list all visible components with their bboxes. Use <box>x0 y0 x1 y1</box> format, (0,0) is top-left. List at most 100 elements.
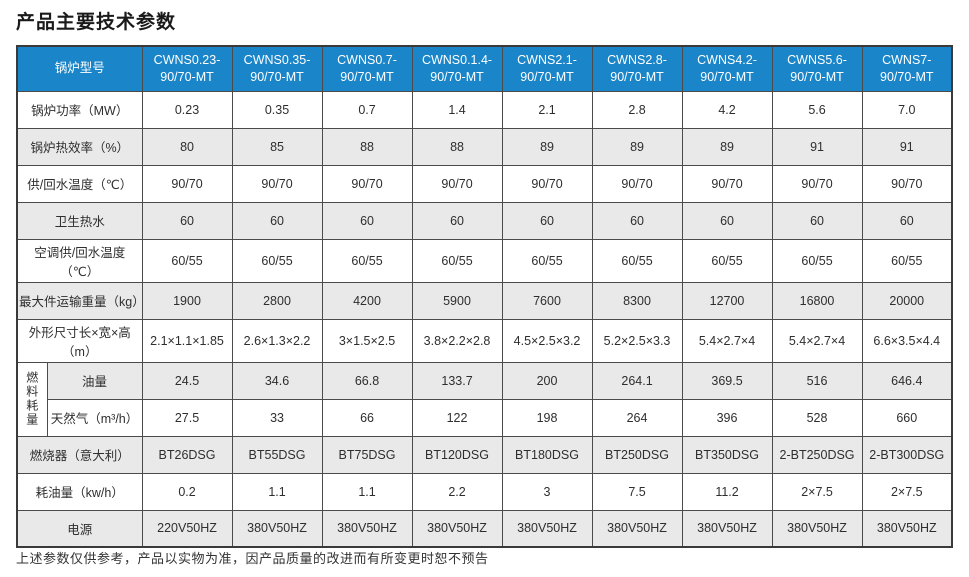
value-cell: 66.8 <box>321 361 413 400</box>
value-cell: 60 <box>681 201 773 240</box>
value-cell: 60/55 <box>771 238 863 283</box>
value-cell: 380V50HZ <box>411 509 503 548</box>
value-cell: 90/70 <box>141 164 233 203</box>
value-cell: 90/70 <box>591 164 683 203</box>
row-label-cell: 锅炉功率（MW） <box>16 90 143 129</box>
value-cell: 122 <box>411 398 503 437</box>
row-label-cell: 耗油量（kw/h） <box>16 472 143 511</box>
value-cell: 60 <box>411 201 503 240</box>
value-cell: 5.6 <box>771 90 863 129</box>
value-cell: 2.6×1.3×2.2 <box>231 318 323 363</box>
value-cell: 24.5 <box>141 361 233 400</box>
value-cell: 20000 <box>861 281 953 320</box>
disclaimer-note: 上述参数仅供参考，产品以实物为准，因产品质量的改进而有所变更时恕不预告 <box>16 551 489 566</box>
value-cell: 264 <box>591 398 683 437</box>
model-header-cell: CWNS0.1.4- 90/70-MT <box>411 45 503 92</box>
value-cell: 2.2 <box>411 472 503 511</box>
value-cell: BT120DSG <box>411 435 503 474</box>
row-label-cell: 卫生热水 <box>16 201 143 240</box>
value-cell: 85 <box>231 127 323 166</box>
value-cell: 66 <box>321 398 413 437</box>
value-cell: 200 <box>501 361 593 400</box>
value-cell: 88 <box>411 127 503 166</box>
model-header-cell: CWNS2.1- 90/70-MT <box>501 45 593 92</box>
value-cell: 380V50HZ <box>321 509 413 548</box>
value-cell: 91 <box>771 127 863 166</box>
value-cell: 90/70 <box>321 164 413 203</box>
value-cell: 380V50HZ <box>681 509 773 548</box>
value-cell: 90/70 <box>411 164 503 203</box>
table-row: 空调供/回水温度（℃） 60/55 60/55 60/55 60/55 60/55 60/5… <box>16 238 953 283</box>
model-header-cell: CWNS7- 90/70-MT <box>861 45 953 92</box>
page-title: 产品主要技术参数 <box>16 12 177 33</box>
table-row: 锅炉功率（MW） 0.23 0.35 0.7 1.4 2.1 2.8 4.2 5.6 7.0 <box>16 90 953 129</box>
value-cell: 2-BT300DSG <box>861 435 953 474</box>
fuel-consumption-group-label: 燃料耗量 <box>16 361 48 437</box>
row-label-cell: 外形尺寸长×宽×高（m） <box>16 318 143 363</box>
value-cell: 5.4×2.7×4 <box>771 318 863 363</box>
table-row: 最大件运输重量（kg） 1900 2800 4200 5900 7600 8300 12700… <box>16 281 953 320</box>
value-cell: 646.4 <box>861 361 953 400</box>
value-cell: 8300 <box>591 281 683 320</box>
value-cell: 380V50HZ <box>861 509 953 548</box>
value-cell: 7600 <box>501 281 593 320</box>
corner-header-boiler-model: 锅炉型号 <box>16 45 143 92</box>
value-cell: 0.7 <box>321 90 413 129</box>
value-cell: BT55DSG <box>231 435 323 474</box>
value-cell: 4.2 <box>681 90 773 129</box>
table-row: 供/回水温度（℃） 90/70 90/70 90/70 90/70 90/70 90/70 9… <box>16 164 953 203</box>
value-cell: 380V50HZ <box>771 509 863 548</box>
value-cell: 27.5 <box>141 398 233 437</box>
value-cell: 4200 <box>321 281 413 320</box>
value-cell: 2×7.5 <box>771 472 863 511</box>
value-cell: 264.1 <box>591 361 683 400</box>
table-body: 锅炉功率（MW） 0.23 0.35 0.7 1.4 2.1 2.8 4.2 5.6 7.0 锅炉热… <box>16 90 953 548</box>
value-cell: 89 <box>501 127 593 166</box>
table-row: 电源 220V50HZ 380V50HZ 380V50HZ 380V50HZ 380V50… <box>16 509 953 548</box>
value-cell: 380V50HZ <box>501 509 593 548</box>
model-header-cell: CWNS0.7- 90/70-MT <box>321 45 413 92</box>
value-cell: 3.8×2.2×2.8 <box>411 318 503 363</box>
value-cell: 60 <box>141 201 233 240</box>
table-row: 锅炉热效率（%） 80 85 88 88 89 89 89 91 91 <box>16 127 953 166</box>
value-cell: 60/55 <box>591 238 683 283</box>
row-label-cell: 最大件运输重量（kg） <box>16 281 143 320</box>
value-cell: 60/55 <box>141 238 233 283</box>
model-header-cell: CWNS2.8- 90/70-MT <box>591 45 683 92</box>
value-cell: BT75DSG <box>321 435 413 474</box>
value-cell: 60/55 <box>231 238 323 283</box>
row-label-cell: 燃烧器（意大利） <box>16 435 143 474</box>
row-label-cell: 空调供/回水温度（℃） <box>16 238 143 283</box>
value-cell: 60 <box>321 201 413 240</box>
value-cell: 5.2×2.5×3.3 <box>591 318 683 363</box>
value-cell: 220V50HZ <box>141 509 233 548</box>
model-header-cell: CWNS4.2- 90/70-MT <box>681 45 773 92</box>
value-cell: 2.1×1.1×1.85 <box>141 318 233 363</box>
row-label-cell: 供/回水温度（℃） <box>16 164 143 203</box>
model-header-cell: CWNS5.6- 90/70-MT <box>771 45 863 92</box>
value-cell: 80 <box>141 127 233 166</box>
value-cell: 33 <box>231 398 323 437</box>
model-header-row: 锅炉型号 CWNS0.23- 90/70-MT CWNS0.35- 90/70-MT… <box>16 45 953 92</box>
value-cell: 90/70 <box>231 164 323 203</box>
value-cell: 60/55 <box>411 238 503 283</box>
value-cell: 6.6×3.5×4.4 <box>861 318 953 363</box>
value-cell: BT180DSG <box>501 435 593 474</box>
value-cell: 0.2 <box>141 472 233 511</box>
value-cell: 7.5 <box>591 472 683 511</box>
value-cell: 60 <box>501 201 593 240</box>
value-cell: 528 <box>771 398 863 437</box>
row-label-cell: 锅炉热效率（%） <box>16 127 143 166</box>
value-cell: 2-BT250DSG <box>771 435 863 474</box>
value-cell: 60/55 <box>321 238 413 283</box>
table-row: 燃烧器（意大利） BT26DSG BT55DSG BT75DSG BT120DSG BT1… <box>16 435 953 474</box>
value-cell: 60 <box>771 201 863 240</box>
row-label-cell: 电源 <box>16 509 143 548</box>
value-cell: 89 <box>591 127 683 166</box>
table-row: 耗油量（kw/h） 0.2 1.1 1.1 2.2 3 7.5 11.2 2×7.5 2×7.5 <box>16 472 953 511</box>
value-cell: 60/55 <box>861 238 953 283</box>
value-cell: 7.0 <box>861 90 953 129</box>
value-cell: 380V50HZ <box>231 509 323 548</box>
value-cell: 60 <box>591 201 683 240</box>
